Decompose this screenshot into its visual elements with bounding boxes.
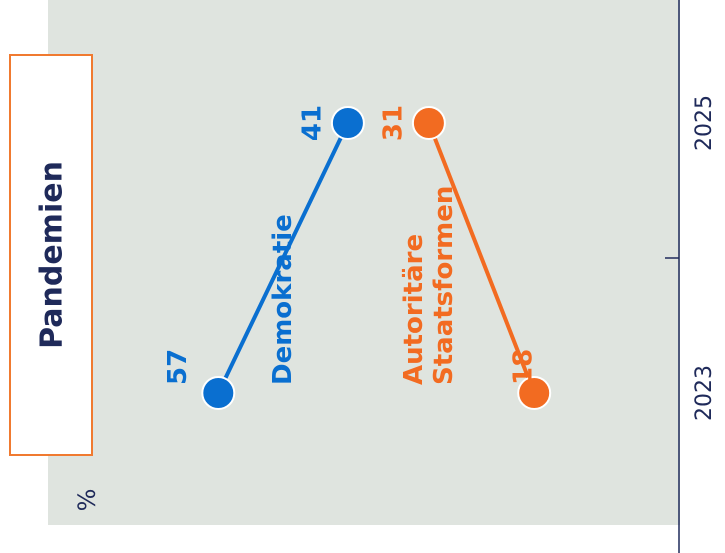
- point: [411, 106, 446, 140]
- unit-label: %: [73, 489, 101, 512]
- series-label: Autoritäre Staatsformen: [399, 186, 459, 385]
- series-label: Demokratie: [268, 214, 298, 385]
- series-label-line: Staatsformen: [429, 186, 459, 385]
- x-tick-label: 2023: [692, 365, 717, 421]
- series-label-line: Autoritäre: [399, 225, 429, 385]
- slope-line: [427, 122, 537, 394]
- value-label: 41: [297, 105, 327, 141]
- value-label: 57: [163, 349, 193, 385]
- value-label: 18: [509, 349, 539, 385]
- value-label: 31: [378, 105, 408, 141]
- plot-background: [48, 0, 680, 525]
- point: [517, 376, 552, 410]
- point: [201, 376, 236, 410]
- title-box: [9, 54, 93, 456]
- slope-line: [216, 122, 350, 394]
- chart-title: Pandemien: [35, 161, 70, 349]
- point: [330, 106, 365, 140]
- x-tick-label: 2025: [692, 95, 717, 151]
